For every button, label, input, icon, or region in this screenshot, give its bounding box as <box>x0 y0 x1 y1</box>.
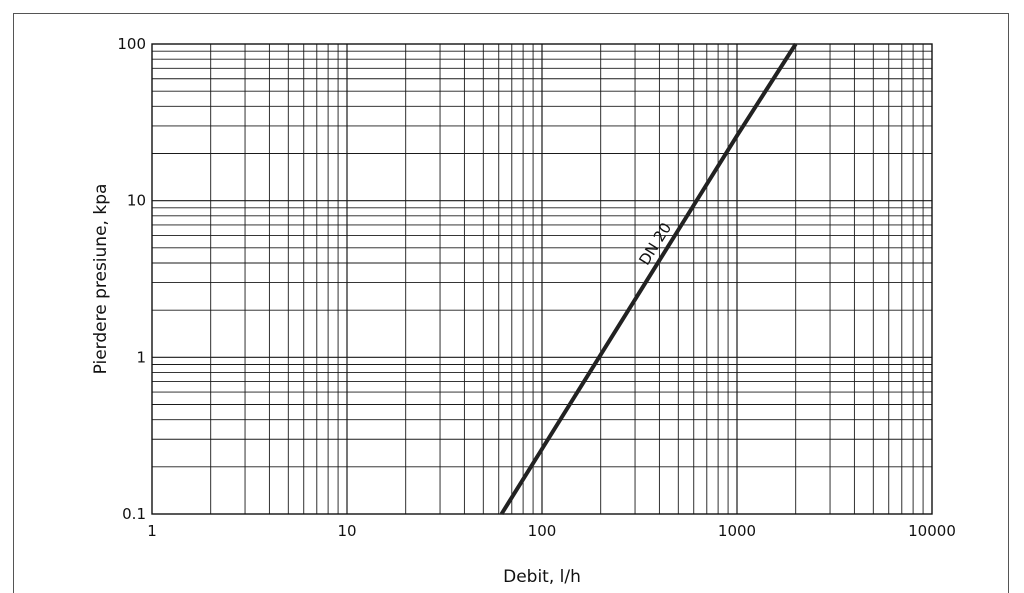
x-tick-label: 1 <box>147 522 157 540</box>
y-tick-labels: 0.1 1 10 100 <box>117 35 146 523</box>
y-tick-label: 10 <box>127 192 146 210</box>
x-axis-label: Debit, l/h <box>503 567 581 587</box>
x-tick-label: 10 <box>337 522 356 540</box>
y-axis-label: Pierdere presiune, kpa <box>91 184 111 375</box>
x-tick-label: 100 <box>528 522 557 540</box>
grid <box>151 43 933 515</box>
y-tick-label: 1 <box>136 348 146 366</box>
y-tick-label: 100 <box>117 35 146 53</box>
y-tick-label: 0.1 <box>122 505 146 523</box>
series-line <box>499 42 798 516</box>
x-tick-label: 1000 <box>718 522 756 540</box>
x-tick-labels: 1 10 100 1000 10000 <box>147 522 956 540</box>
chart-frame <box>13 13 1009 593</box>
plot-area-border <box>151 43 933 515</box>
series-lines: DN 20 <box>499 42 798 516</box>
x-tick-label: 10000 <box>908 522 956 540</box>
